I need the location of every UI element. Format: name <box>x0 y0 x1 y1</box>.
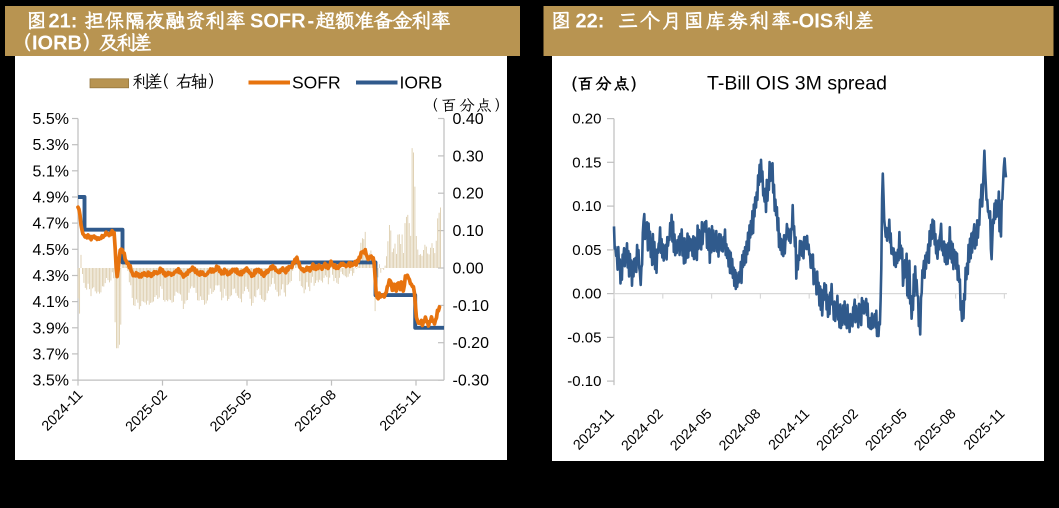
svg-text:5.5%: 5.5% <box>33 111 69 128</box>
svg-text:5.1%: 5.1% <box>33 163 69 180</box>
svg-text:0.10: 0.10 <box>453 223 484 240</box>
svg-text:0.00: 0.00 <box>453 260 484 277</box>
svg-text:0.20: 0.20 <box>453 186 484 203</box>
svg-text:-0.20: -0.20 <box>453 335 490 352</box>
svg-text:0.30: 0.30 <box>453 148 484 165</box>
svg-text:-0.30: -0.30 <box>453 373 490 390</box>
svg-text:SOFR: SOFR <box>250 11 306 33</box>
svg-text:0.00: 0.00 <box>572 286 601 303</box>
svg-text:21:: 21: <box>49 11 78 33</box>
svg-text:3.9%: 3.9% <box>33 320 69 337</box>
svg-text:3.7%: 3.7% <box>33 346 69 363</box>
svg-text:4.3%: 4.3% <box>33 268 69 285</box>
svg-text:-OIS: -OIS <box>792 11 833 33</box>
svg-text:-0.10: -0.10 <box>567 373 601 390</box>
svg-text:4.7%: 4.7% <box>33 216 69 233</box>
svg-text:IORB: IORB <box>32 33 82 55</box>
svg-text:0.05: 0.05 <box>572 242 601 259</box>
svg-text:-: - <box>308 11 315 33</box>
svg-text:IORB: IORB <box>400 73 443 93</box>
svg-text:0.20: 0.20 <box>572 111 601 128</box>
svg-text:SOFR: SOFR <box>292 73 341 93</box>
svg-text:4.5%: 4.5% <box>33 242 69 259</box>
svg-text:-0.10: -0.10 <box>453 298 490 315</box>
svg-text:0.15: 0.15 <box>572 154 601 171</box>
svg-text:-0.05: -0.05 <box>567 329 601 346</box>
svg-text:0.40: 0.40 <box>453 111 484 128</box>
svg-text:22:: 22: <box>576 11 605 33</box>
svg-text:0.10: 0.10 <box>572 198 601 215</box>
svg-text:T-Bill OIS 3M spread: T-Bill OIS 3M spread <box>707 73 887 95</box>
svg-text:4.1%: 4.1% <box>33 294 69 311</box>
svg-text:4.9%: 4.9% <box>33 189 69 206</box>
svg-text:3.5%: 3.5% <box>33 373 69 390</box>
svg-text:5.3%: 5.3% <box>33 137 69 154</box>
